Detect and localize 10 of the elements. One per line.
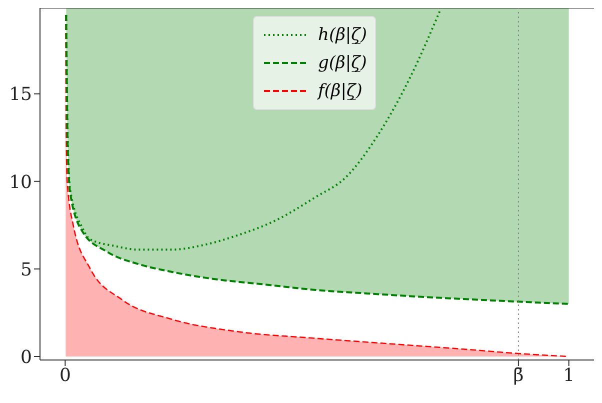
x-tick-label: 1 — [563, 364, 575, 386]
y-tick-label: 5 — [20, 259, 32, 280]
y-tick-label: 0 — [20, 346, 32, 368]
x-tick-label: β̄ — [513, 364, 524, 386]
legend-label: g(β|ζ̲) — [318, 53, 367, 73]
y-tick-label: 10 — [9, 172, 32, 193]
y-tick-label: 15 — [9, 84, 32, 106]
legend-label: f(β|ζ̲) — [318, 81, 362, 101]
legend-label: h(β|ζ̲) — [318, 25, 367, 45]
x-tick-label: 0 — [59, 364, 71, 386]
